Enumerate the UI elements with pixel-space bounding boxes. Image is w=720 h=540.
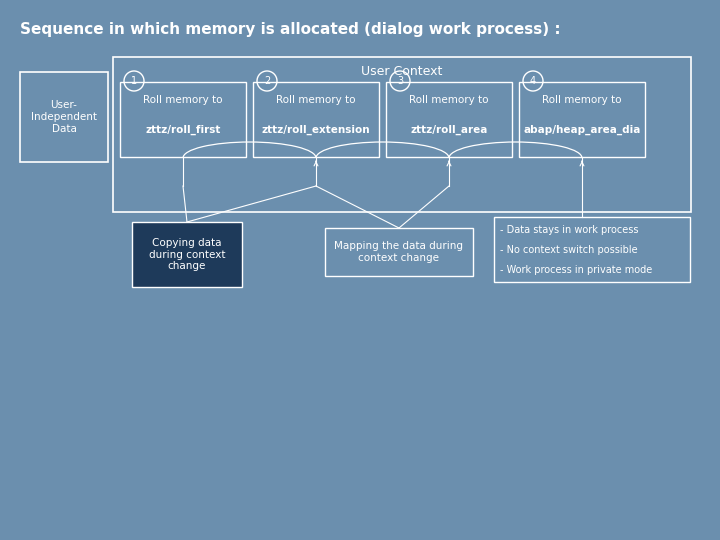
- Text: - Data stays in work process: - Data stays in work process: [500, 225, 639, 235]
- Text: User Context: User Context: [361, 65, 443, 78]
- Text: zttz/roll_first: zttz/roll_first: [145, 125, 221, 135]
- Text: 3: 3: [397, 76, 403, 86]
- Text: User-
Independent
Data: User- Independent Data: [31, 100, 97, 133]
- Text: 2: 2: [264, 76, 270, 86]
- Text: Roll memory to: Roll memory to: [409, 95, 489, 105]
- Text: Roll memory to: Roll memory to: [143, 95, 222, 105]
- Text: - Work process in private mode: - Work process in private mode: [500, 265, 652, 275]
- Text: 4: 4: [530, 76, 536, 86]
- Text: zttz/roll_extension: zttz/roll_extension: [261, 125, 370, 135]
- Text: Sequence in which memory is allocated (dialog work process) :: Sequence in which memory is allocated (d…: [20, 22, 561, 37]
- Text: abap/heap_area_dia: abap/heap_area_dia: [523, 125, 641, 135]
- Text: Roll memory to: Roll memory to: [276, 95, 356, 105]
- Text: - No context switch possible: - No context switch possible: [500, 245, 638, 255]
- FancyBboxPatch shape: [132, 222, 242, 287]
- Text: 1: 1: [131, 76, 137, 86]
- Text: Copying data
during context
change: Copying data during context change: [149, 238, 225, 271]
- Text: Mapping the data during
context change: Mapping the data during context change: [335, 241, 464, 263]
- Text: zttz/roll_area: zttz/roll_area: [410, 125, 487, 135]
- Text: Roll memory to: Roll memory to: [542, 95, 622, 105]
